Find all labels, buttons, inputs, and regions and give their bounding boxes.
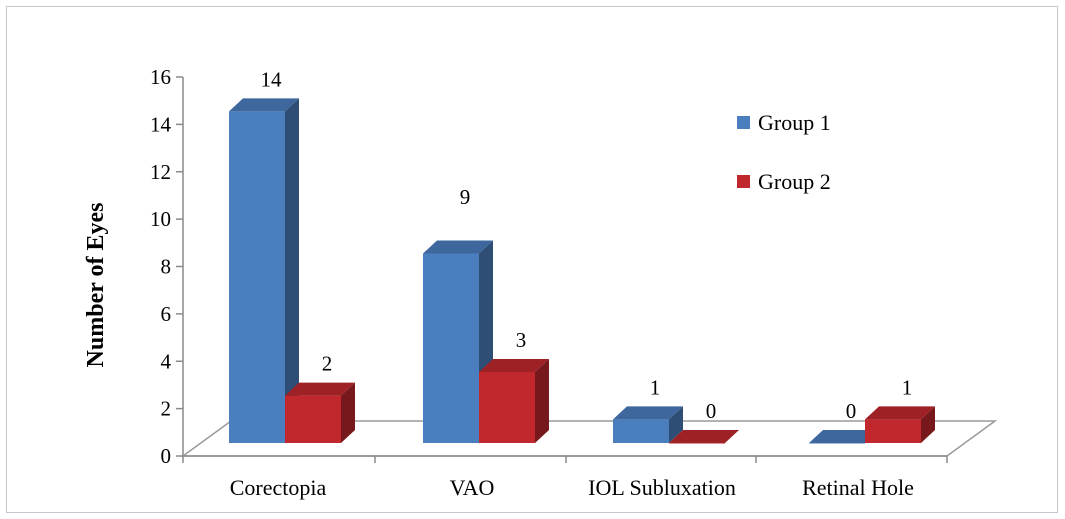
bar-top-1-3	[809, 430, 879, 443]
y-tick-label-5: 10	[150, 207, 171, 231]
x-category-label-1: VAO	[450, 475, 495, 500]
bar-top-2-3	[865, 406, 935, 420]
bar-1-2	[613, 419, 669, 443]
bar-1-0	[229, 111, 285, 443]
data-label-2-1: 3	[516, 328, 527, 352]
bar-side-2-0	[341, 382, 355, 443]
bar-top-1-2	[613, 406, 683, 420]
y-tick-label-0: 0	[161, 444, 172, 468]
y-tick-label-2: 4	[161, 349, 172, 373]
y-tick-label-4: 8	[161, 255, 172, 279]
bar-1-3	[809, 443, 865, 444]
x-category-label-2: IOL Subluxation	[588, 475, 736, 500]
bar-2-3	[865, 419, 921, 443]
data-label-1-1: 9	[460, 185, 471, 209]
data-label-2-0: 2	[322, 352, 333, 376]
bar-2-1	[479, 371, 535, 443]
legend-label-2: Group 2	[758, 169, 831, 194]
bar-top-1-1	[423, 240, 493, 254]
bar-1-1	[423, 253, 479, 443]
data-label-2-2: 0	[706, 399, 717, 423]
data-label-1-0: 14	[261, 67, 283, 91]
bar-side-1-0	[285, 98, 299, 443]
bar-side-1-2	[669, 406, 683, 443]
data-label-1-2: 1	[650, 375, 661, 399]
bar-top-1-0	[229, 98, 299, 112]
y-tick-label-6: 12	[150, 160, 171, 184]
y-axis-label: Number of Eyes	[83, 203, 109, 368]
bar-2-2	[669, 443, 725, 444]
legend-swatch-1	[737, 116, 750, 129]
bar-side-2-1	[535, 358, 549, 443]
bar-top-2-2	[669, 430, 739, 443]
y-tick-label-7: 14	[150, 112, 172, 136]
y-tick-label-3: 6	[161, 302, 172, 326]
y-tick-label-8: 16	[150, 65, 171, 89]
bar-top-2-1	[479, 358, 549, 372]
bar-top-2-0	[285, 382, 355, 396]
data-label-1-3: 0	[846, 399, 857, 423]
bar-2-0	[285, 395, 341, 443]
data-label-2-3: 1	[902, 375, 913, 399]
bar-side-2-3	[921, 406, 935, 443]
legend-swatch-2	[737, 175, 750, 188]
legend-label-1: Group 1	[758, 110, 831, 135]
x-category-label-0: Corectopia	[230, 475, 327, 500]
x-category-label-3: Retinal Hole	[802, 475, 914, 500]
y-tick-label-1: 2	[161, 397, 172, 421]
